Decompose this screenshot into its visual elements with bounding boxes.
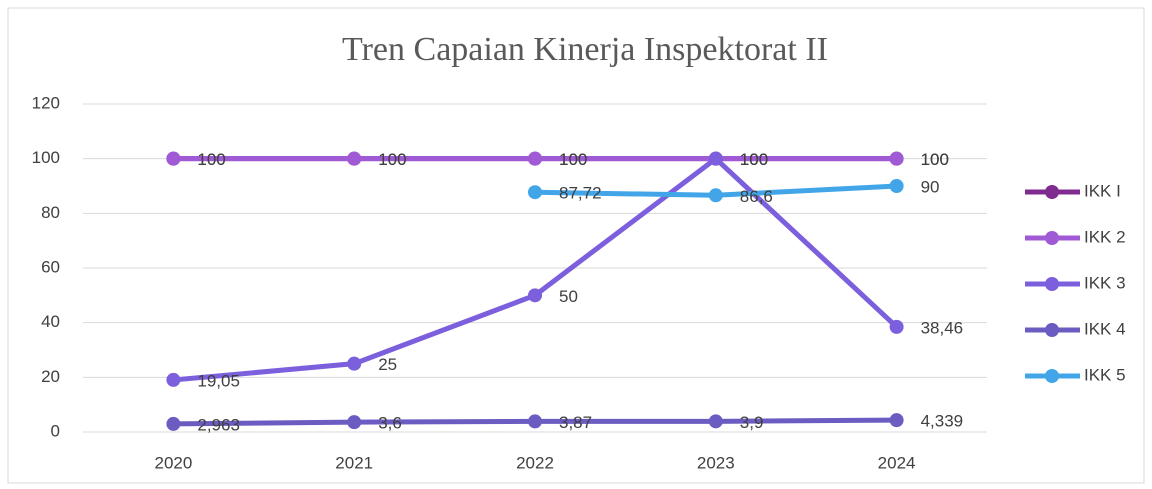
data-label: 4,339 bbox=[921, 412, 964, 431]
legend-marker bbox=[1045, 231, 1059, 245]
data-label: 2,963 bbox=[197, 415, 240, 434]
data-point bbox=[347, 415, 362, 430]
data-point bbox=[708, 188, 723, 203]
data-point bbox=[347, 151, 362, 166]
y-tick-label: 60 bbox=[41, 257, 60, 276]
data-label: 25 bbox=[378, 355, 397, 374]
chart-title: Tren Capaian Kinerja Inspektorat II bbox=[342, 31, 828, 68]
data-point bbox=[708, 151, 723, 166]
legend-label: IKK I bbox=[1084, 181, 1121, 200]
data-label: 100 bbox=[921, 150, 949, 169]
data-label: 100 bbox=[740, 150, 768, 169]
data-label: 87,72 bbox=[559, 184, 602, 203]
data-point bbox=[528, 288, 542, 303]
legend-marker bbox=[1045, 185, 1059, 199]
data-label: 100 bbox=[378, 150, 406, 169]
data-label: 100 bbox=[921, 150, 949, 169]
y-tick-label: 0 bbox=[51, 421, 60, 440]
chart-frame bbox=[7, 7, 1145, 484]
legend-label: IKK 5 bbox=[1084, 365, 1126, 384]
legend-marker bbox=[1045, 323, 1059, 337]
data-point bbox=[166, 372, 181, 387]
data-point bbox=[889, 413, 904, 428]
data-label: 3,87 bbox=[559, 413, 592, 432]
data-label: 100 bbox=[740, 150, 768, 169]
data-label: 50 bbox=[559, 287, 578, 306]
data-label: 100 bbox=[559, 150, 587, 169]
data-point bbox=[528, 185, 542, 200]
y-tick-label: 100 bbox=[32, 148, 60, 167]
data-label: 38,46 bbox=[921, 318, 964, 337]
y-tick-label: 40 bbox=[41, 312, 60, 331]
y-tick-label: 80 bbox=[41, 203, 60, 222]
data-point bbox=[528, 414, 542, 429]
data-label: 86,6 bbox=[740, 187, 773, 206]
legend-marker bbox=[1045, 277, 1059, 291]
legend-label: IKK 4 bbox=[1084, 319, 1126, 338]
data-label: 3,6 bbox=[378, 414, 402, 433]
y-tick-label: 120 bbox=[32, 93, 60, 112]
data-point bbox=[528, 151, 542, 166]
x-tick-label: 2020 bbox=[154, 453, 192, 472]
data-point bbox=[889, 319, 904, 334]
x-tick-label: 2023 bbox=[697, 453, 735, 472]
data-point bbox=[889, 151, 904, 166]
data-point bbox=[347, 356, 362, 371]
legend-label: IKK 3 bbox=[1084, 273, 1126, 292]
x-tick-label: 2024 bbox=[878, 453, 916, 472]
data-point bbox=[889, 179, 904, 193]
legend-label: IKK 2 bbox=[1084, 227, 1126, 246]
data-label: 19,05 bbox=[197, 371, 240, 390]
legend-marker bbox=[1045, 369, 1059, 383]
x-tick-label: 2022 bbox=[516, 453, 554, 472]
data-label: 90 bbox=[921, 177, 940, 196]
data-point bbox=[708, 414, 723, 429]
data-label: 100 bbox=[197, 150, 225, 169]
x-tick-label: 2021 bbox=[335, 453, 373, 472]
data-point bbox=[166, 151, 181, 166]
data-label: 3,9 bbox=[740, 413, 764, 432]
y-tick-label: 20 bbox=[41, 367, 60, 386]
data-point bbox=[166, 416, 181, 431]
